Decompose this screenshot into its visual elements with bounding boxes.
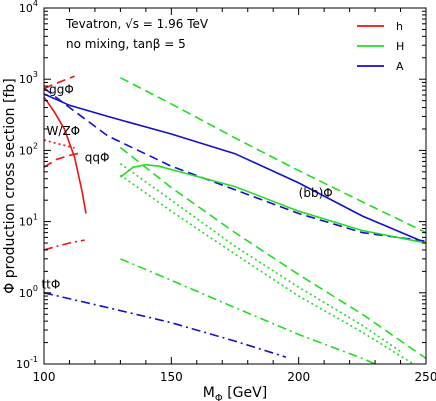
series-h-gg-solid [44,96,87,214]
series-H-gg-solid [119,163,426,244]
series-A-gg-solid [44,93,426,244]
legend-label: A [396,60,404,73]
x-tick-label: 200 [287,370,310,384]
x-tick-label: 100 [33,370,56,384]
curve-layer [44,75,426,364]
curve-annotation: W/ZΦ [47,124,81,138]
plot-frame [43,7,427,365]
series-h-tt-dashdot [44,239,85,251]
curve-annotation: ggΦ [49,82,74,96]
series-h-WZ-dot [44,139,75,149]
info-line: no mixing, tanβ = 5 [66,37,186,51]
curve-annotation: qqΦ [85,150,110,164]
x-tick-label: 150 [160,370,183,384]
legend-label: h [396,20,403,33]
legend-label: H [396,40,404,53]
x-axis-label: MΦ [GeV] [203,385,267,401]
x-tick-label: 250 [415,370,436,384]
series-A-tt-dashdot [44,292,287,358]
curve-annotation: ttΦ [41,277,60,291]
curve-annotation: (bb)Φ [299,186,333,200]
y-axis-label: Φ production cross section [fb] [2,78,18,293]
series-h-gg-dash [44,75,75,90]
series-h-qq-dash [44,151,83,168]
axes-layer [43,7,427,365]
series-H-tt-dashdot [120,258,378,364]
info-line: Tevatron, √s = 1.96 TeV [65,17,209,31]
series-H-gg-dash [120,76,426,234]
